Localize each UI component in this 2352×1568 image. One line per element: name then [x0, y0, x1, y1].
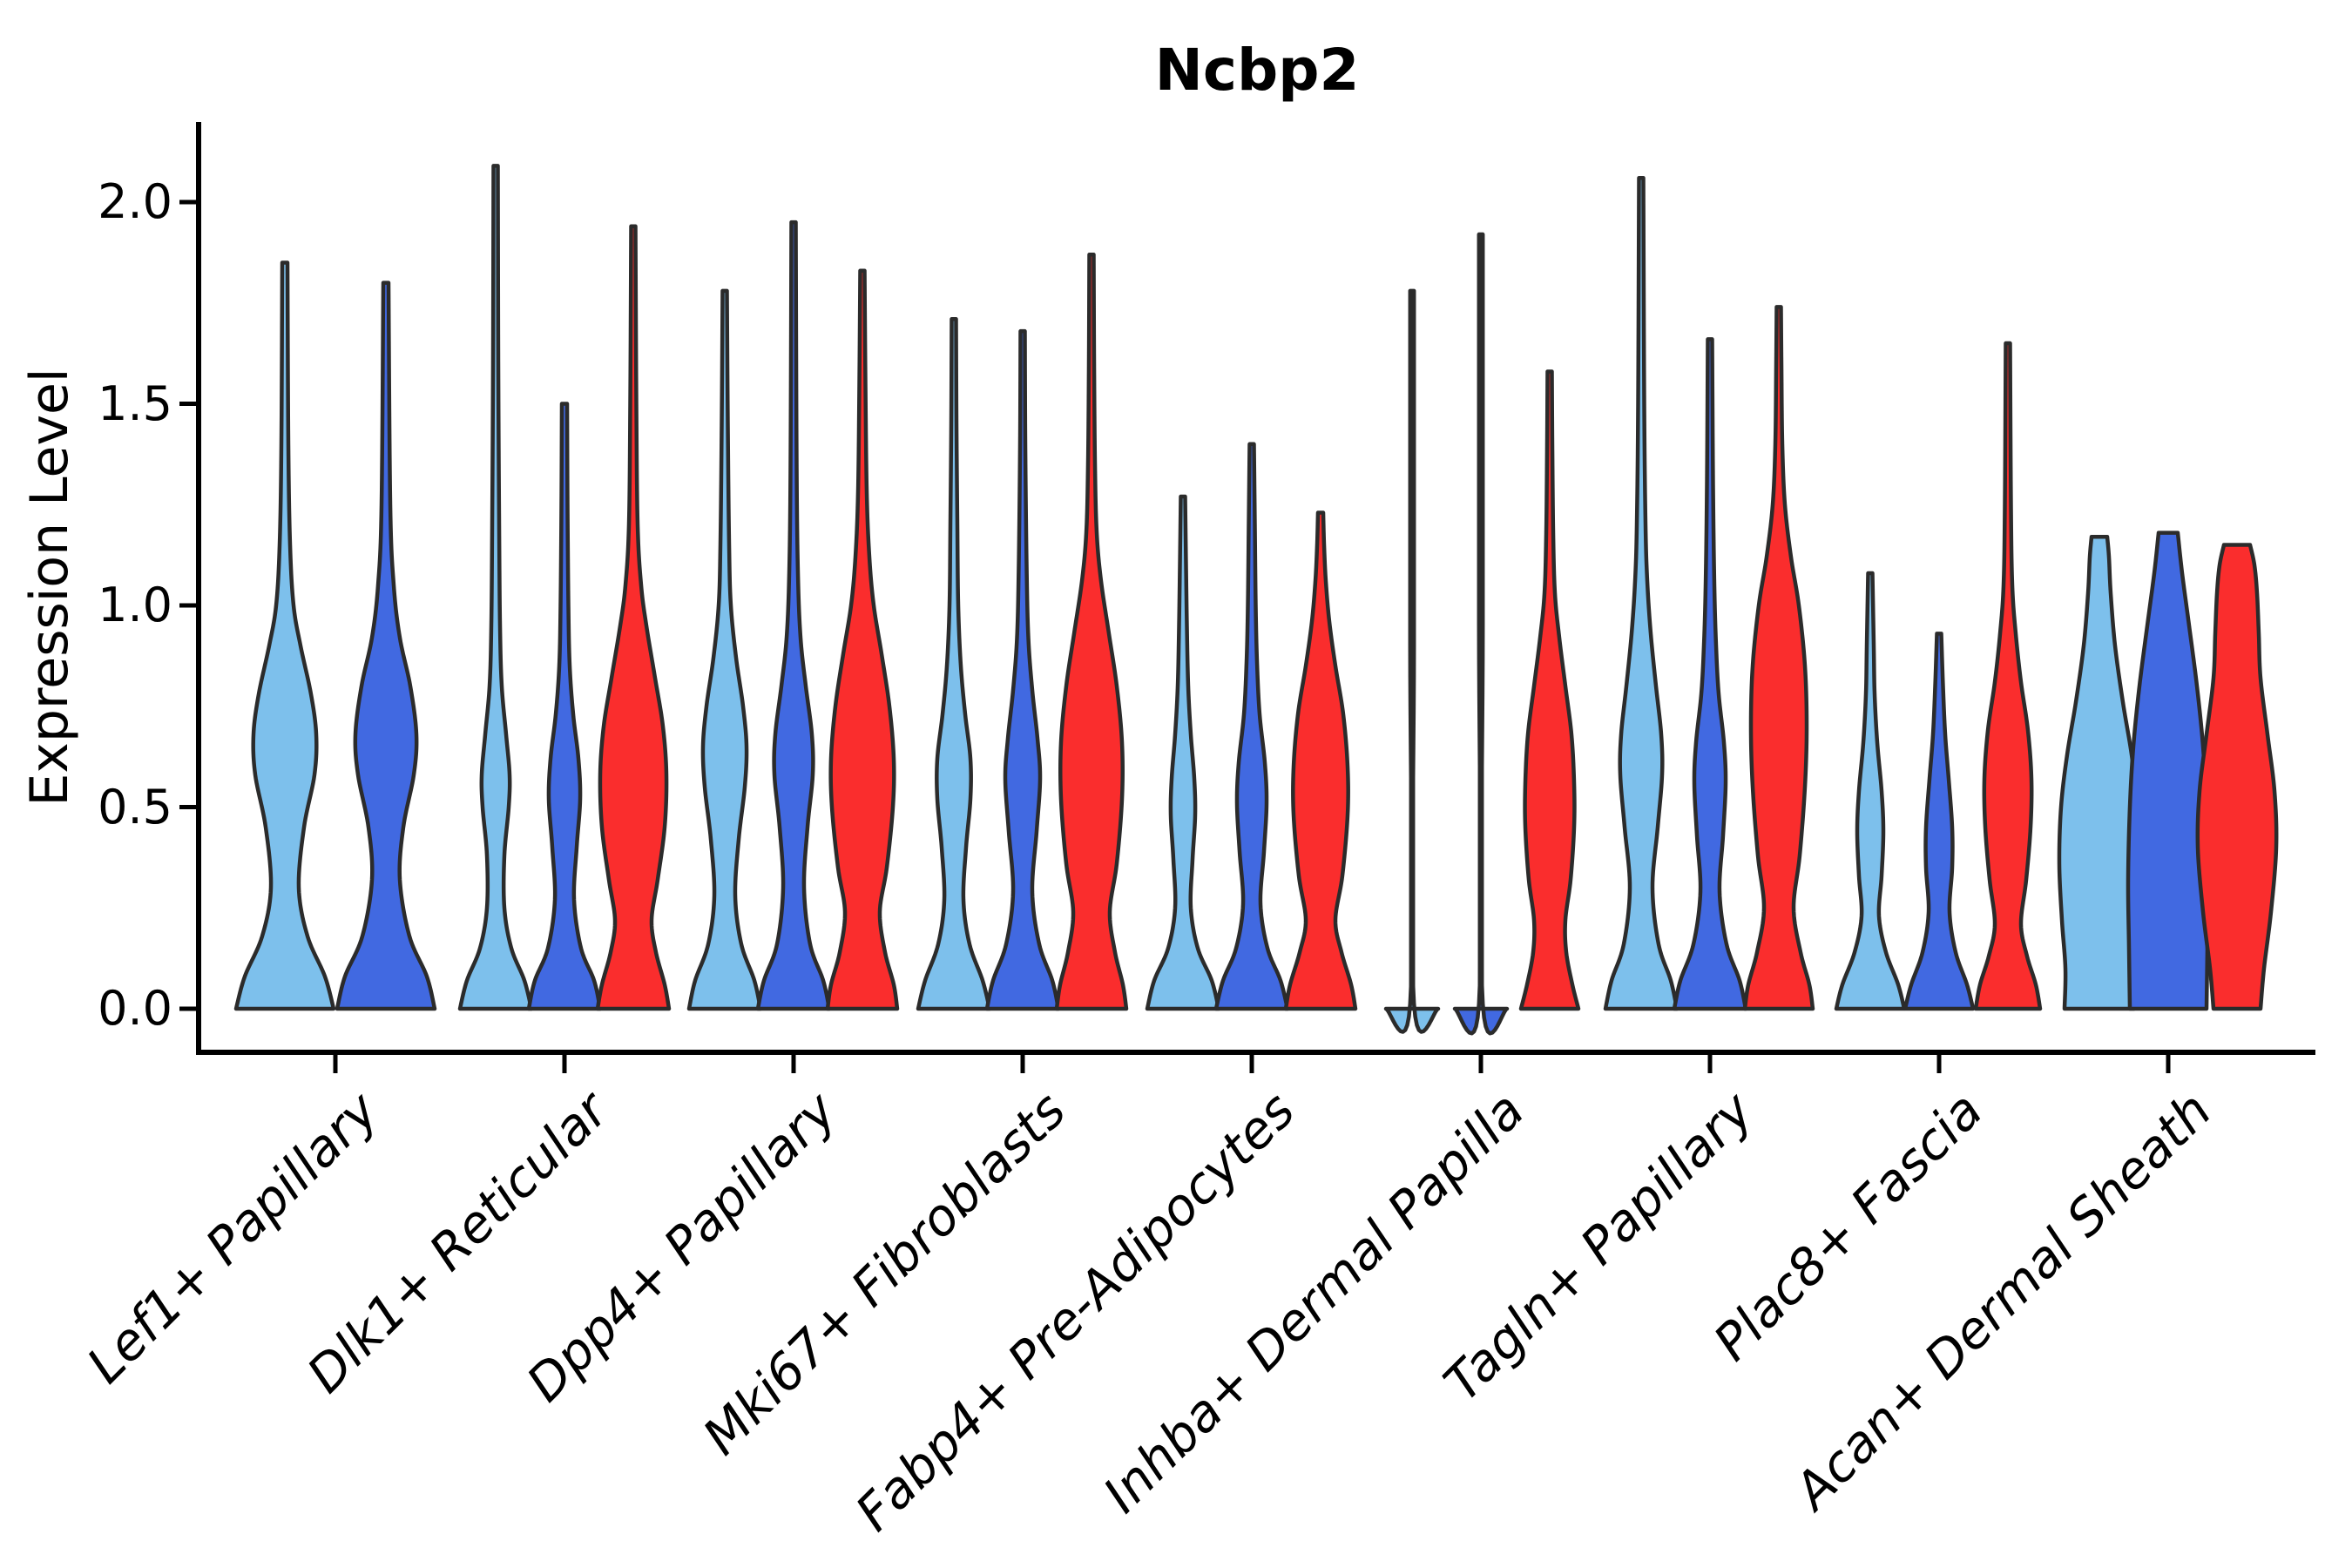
- violin-4-blue: [984, 328, 1061, 1011]
- y-tick-label: 0.5: [98, 779, 172, 835]
- violin-1-blue: [335, 280, 437, 1011]
- y-tick-label: 2.0: [98, 174, 172, 229]
- y-tick-label: 1.0: [98, 578, 172, 632]
- violin-3-lightblue: [686, 288, 763, 1011]
- y-tick-label: 1.5: [98, 375, 172, 431]
- violin-4-red: [1054, 252, 1129, 1011]
- violin-6-lightblue: [1383, 288, 1441, 1034]
- violin-8-blue: [1903, 632, 1976, 1011]
- violin-8-lightblue: [1834, 571, 1907, 1011]
- violin-5-lightblue: [1145, 494, 1221, 1011]
- violin-2-blue: [526, 402, 603, 1011]
- violin-9-red: [2195, 543, 2279, 1011]
- violin-1-lightblue: [233, 260, 336, 1011]
- violin-3-blue: [755, 220, 832, 1011]
- violin-7-lightblue: [1603, 175, 1680, 1011]
- violin-5-blue: [1213, 442, 1290, 1011]
- violin-6-blue: [1452, 232, 1510, 1036]
- violin-7-red: [1742, 305, 1815, 1011]
- violin-2-lightblue: [457, 164, 534, 1011]
- violin-8-red: [1973, 341, 2043, 1011]
- violin-3-red: [825, 268, 900, 1011]
- violin-4-lightblue: [916, 317, 992, 1011]
- violin-7-blue: [1672, 337, 1748, 1011]
- violin-6-red: [1518, 369, 1581, 1011]
- y-tick-label: 0.0: [98, 981, 172, 1036]
- violin-5-red: [1283, 510, 1358, 1011]
- violin-2-red: [595, 224, 672, 1011]
- chart-title: Ncbp2: [1154, 37, 1360, 104]
- violin-9-blue: [2126, 531, 2211, 1011]
